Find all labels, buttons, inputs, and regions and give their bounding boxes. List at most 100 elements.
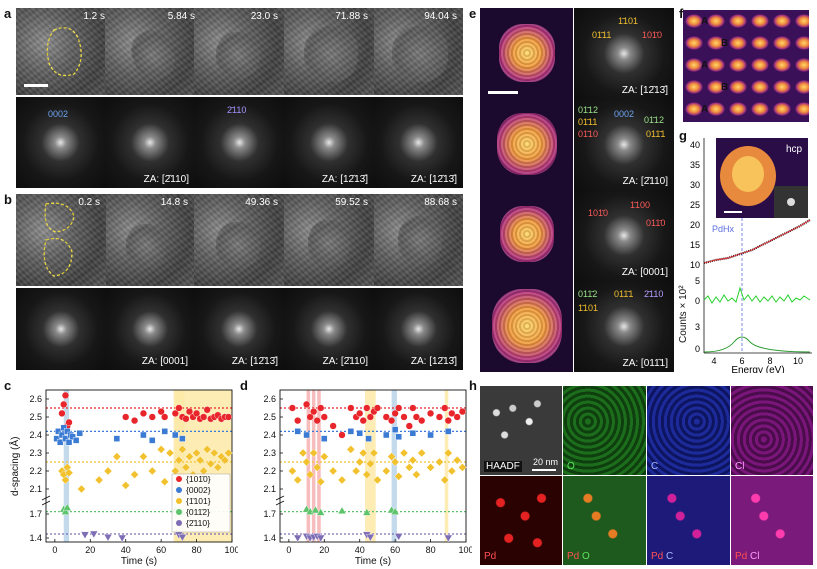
fft-b2: ZA: [0001] [106,288,194,370]
y-tick: 30 [690,180,700,190]
fft-e3: 101̄0 1̄100 011̄0 ZA: [0001] [574,190,674,281]
data-point-2110 [443,534,453,543]
nanoparticle [126,224,166,268]
legend-label: {2̄110} [186,518,210,528]
data-point-1101 [94,475,104,485]
data-point-1010 [338,431,346,439]
y-tick-label: 2.2 [29,466,42,476]
y-tick-label: 2.4 [29,430,42,440]
data-point-1101 [320,452,329,461]
data-point-1101 [316,477,326,487]
data-point-1101 [305,470,315,479]
data-point-1010 [148,413,156,421]
data-point-2110 [293,534,303,543]
fft-label: 1̄100 [630,200,651,210]
stem-image-e4 [480,281,573,372]
fft-e1: 1̄101 01̄11 101̄0 ZA: [12̄13̄] [574,8,674,99]
data-point-1101 [130,470,139,479]
data-point-1010 [182,415,190,423]
data-point-1101 [309,448,318,458]
data-point-0002 [427,431,434,439]
zone-axis-label: ZA: [2̄110] [143,174,189,185]
x-tick: 10 [793,356,803,366]
data-point-1101 [148,466,157,476]
data-point-1010 [412,413,421,421]
data-point-1101 [302,457,311,467]
zone-axis-label: ZA: [2̄110] [622,176,668,187]
y-tick-label: 2.1 [29,484,42,494]
data-point-0112 [62,503,72,511]
data-point-1101 [103,466,113,476]
layer-label-b: B [721,38,729,49]
data-point-1101 [192,448,201,458]
data-point-1010 [329,422,337,430]
y-tick-label: 1.7 [263,509,276,519]
data-point-0002 [365,435,372,442]
y-tick: 0 [695,296,700,306]
data-point-1010 [130,416,139,425]
tem-frame-a5: 94.04 s [374,8,463,95]
data-point-1010 [294,416,302,425]
data-point-1010 [306,413,314,421]
panel-a-letter: a [4,6,12,21]
time-label: 71.88 s [335,11,368,22]
legend-marker [176,487,182,493]
nanoparticle [500,206,554,262]
y-tick-label: 2.3 [29,448,42,458]
x-axis-label: Energy (eV) [731,365,784,373]
tem-frame-b5: 88.68 s [374,194,463,286]
data-point-1101 [412,470,421,479]
axis-break [41,500,51,506]
data-point-1010 [418,416,426,425]
nanoparticle [398,216,442,264]
data-point-1101 [369,448,379,458]
data-point-1101 [202,445,212,454]
fft-label: 101̄0 [642,30,663,40]
map-label: Cl [735,461,745,472]
data-point-0002 [140,431,147,439]
panel-f-letter: f [679,6,684,21]
data-point-1101 [447,466,457,476]
fft-b3: ZA: [12̄13̄] [194,288,284,370]
y-axis-label: Counts × 10² [678,285,689,343]
fft-label: 01̄12 [578,105,599,115]
fft-b4: ZA: [2̄110] [284,288,374,370]
data-point-1010 [61,391,70,400]
y-tick: 35 [690,160,700,170]
time-label: 23.0 s [250,11,278,22]
x-tick-label: 40 [355,545,365,555]
y-tick-label: 1.4 [263,533,276,543]
data-point-1010 [435,413,444,421]
panel-h-letter: h [469,378,477,393]
highlight-band [175,390,185,542]
data-point-1101 [346,445,356,454]
tem-frame-b3: 49.36 s [194,194,284,286]
fft-e2: 01̄12 0002 01̄12 01̄11 011̄1 01̄10 ZA: [… [574,99,674,190]
haadf-map: HAADF 20 nm [480,386,562,475]
zone-axis-label: ZA: [12̄13̄] [621,85,668,96]
time-label: 94.04 s [424,11,457,22]
legend-label: {1̄101} [186,496,211,506]
x-tick-label: 60 [156,545,166,555]
tem-frame-a2: 5.84 s [105,8,201,95]
time-label: 5.84 s [167,11,195,22]
legend-marker [176,520,182,526]
data-point-1101 [328,466,338,476]
data-point-1101 [206,459,216,469]
eels-peak-fit [703,336,811,353]
fft-label: 011̄1 [646,129,666,139]
data-point-1101 [181,463,191,472]
fft-label-2110: 2̄110 [227,105,247,115]
data-point-1101 [160,477,169,487]
fft-label: 101̄0 [588,208,609,218]
y-tick: 0 [695,344,700,354]
data-point-0002 [321,435,328,442]
panel-e: 1̄101 01̄11 101̄0 ZA: [12̄13̄] 01̄12 000… [480,8,674,372]
time-label: 0.2 s [78,197,100,208]
fft-label: 1̄101 [578,303,599,313]
data-point-1101 [351,466,361,476]
data-point-1101 [440,475,450,485]
inset-nanoparticle-core [732,156,764,192]
data-point-0002 [395,433,402,440]
data-point-0112 [61,507,70,515]
